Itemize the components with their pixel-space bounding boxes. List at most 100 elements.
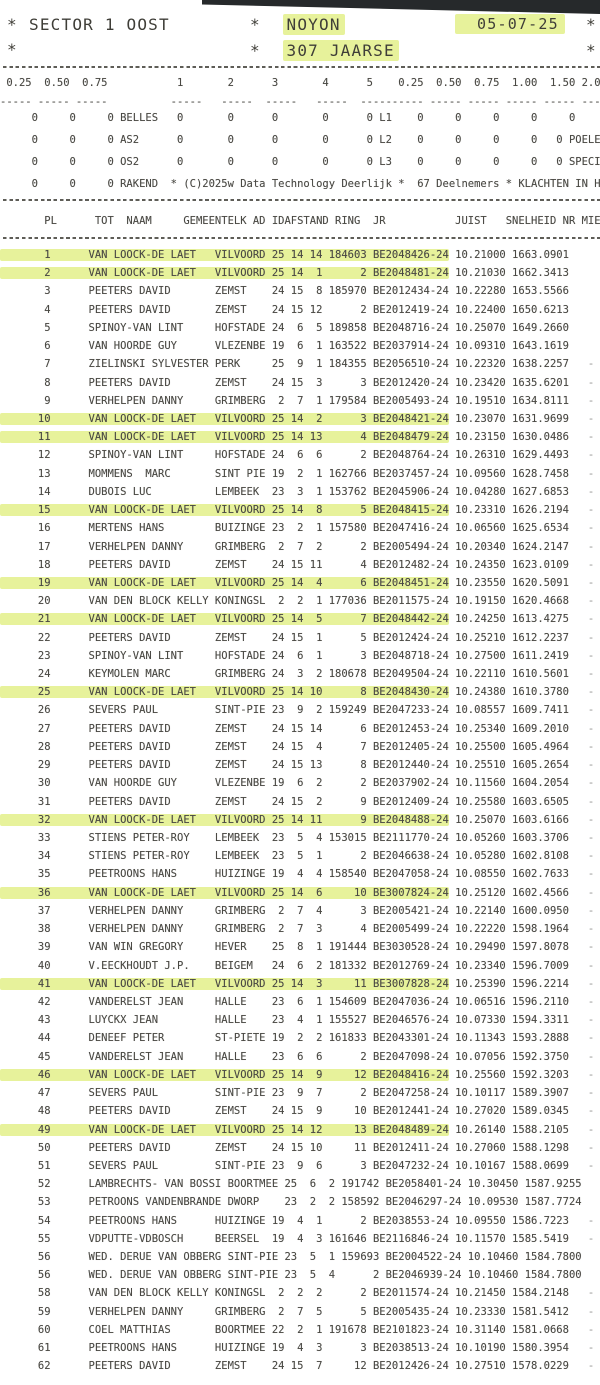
highlighted-row-segment: 2 VAN LOOCK-DE LAET VILVOORD 25 14 1 2 B… bbox=[0, 267, 449, 280]
pool-stat-row: 0 0 0 BELLES 0 0 0 0 0 L1 0 0 0 0 0 0 bbox=[0, 112, 600, 124]
truncated-column-dash: - bbox=[582, 1269, 600, 1281]
row-times-segment: 10.25580 1603.6505 bbox=[448, 795, 569, 808]
row-segment: 22 PEETERS DAVID ZEMST 24 15 1 5 BE20124… bbox=[0, 631, 449, 644]
truncated-column-dash: - bbox=[568, 777, 595, 790]
row-segment: 38 VERHELPEN DANNY GRIMBERG 2 7 3 4 BE20… bbox=[0, 923, 449, 936]
race-line: * NOYON bbox=[250, 14, 345, 35]
row-times-segment: 10.30450 1587.9255 bbox=[461, 1178, 582, 1191]
row-times-segment: 10.25070 1603.6166 bbox=[448, 813, 569, 826]
row-times-segment: 10.22400 1650.6213 bbox=[448, 303, 569, 316]
result-row: 59 VERHELPEN DANNY GRIMBERG 2 7 5 5 BE20… bbox=[0, 1303, 600, 1321]
row-times-segment: 10.09530 1587.7724 bbox=[461, 1196, 582, 1209]
row-segment: 58 VAN DEN BLOCK KELLY KONINGSL 2 2 2 2 … bbox=[0, 1287, 449, 1300]
row-segment: 33 STIENS PETER-ROY LEMBEEK 23 5 4 15301… bbox=[0, 832, 449, 844]
row-times-segment: 10.31140 1581.0668 bbox=[448, 1323, 569, 1336]
truncated-column-dash: - bbox=[568, 1342, 595, 1355]
row-segment: 9 VERHELPEN DANNY GRIMBERG 2 7 1 179584 … bbox=[0, 394, 449, 407]
row-times-segment: 10.22280 1653.5566 bbox=[448, 285, 569, 298]
row-times-segment: 10.05280 1602.8108 bbox=[448, 850, 569, 863]
truncated-column-dash: - bbox=[582, 1251, 600, 1263]
truncated-column-dash: - bbox=[568, 649, 595, 662]
separator-line bbox=[3, 237, 600, 239]
truncated-column-dash: - bbox=[568, 1032, 595, 1045]
result-row: 30 VAN HOORDE GUY VLEZENBE 19 6 2 2 BE20… bbox=[0, 774, 600, 792]
row-segment: 37 VERHELPEN DANNY GRIMBERG 2 7 4 3 BE20… bbox=[0, 904, 449, 917]
row-times-segment: 10.25500 1605.4964 bbox=[448, 740, 569, 753]
row-times-segment: 10.21450 1584.2148 bbox=[448, 1287, 569, 1300]
truncated-column-dash: - bbox=[568, 977, 595, 990]
row-times-segment: 10.10460 1584.7800 bbox=[461, 1251, 582, 1264]
row-segment: 5 SPINOY-VAN LINT HOFSTADE 24 6 5 189858… bbox=[0, 321, 449, 334]
result-row: 6 VAN HOORDE GUY VLEZENBE 19 6 1 163522 … bbox=[0, 337, 600, 355]
row-times-segment: 10.06516 1596.2110 bbox=[448, 995, 569, 1008]
row-segment: 55 VDPUTTE-VDBOSCH BEERSEL 19 4 3 161646… bbox=[0, 1232, 449, 1245]
row-segment: 31 PEETERS DAVID ZEMST 24 15 2 9 BE20124… bbox=[0, 795, 449, 808]
result-row: 15 VAN LOOCK-DE LAET VILVOORD 25 14 8 5 … bbox=[0, 501, 600, 519]
row-segment: 4 PEETERS DAVID ZEMST 24 15 12 2 BE20124… bbox=[0, 303, 449, 316]
row-times-segment: 10.25210 1612.2237 bbox=[448, 631, 569, 644]
truncated-column-dash: - bbox=[568, 686, 595, 699]
row-segment: 12 SPINOY-VAN LINT HOFSTADE 24 6 6 2 BE2… bbox=[0, 449, 449, 462]
row-times-segment: 10.27510 1578.0229 bbox=[448, 1360, 569, 1373]
truncated-column-dash: - bbox=[568, 1141, 595, 1154]
row-segment: 29 PEETERS DAVID ZEMST 24 15 13 8 BE2012… bbox=[0, 759, 449, 772]
photo-background-edge bbox=[202, 0, 600, 14]
result-row: 55 VDPUTTE-VDBOSCH BEERSEL 19 4 3 161646… bbox=[0, 1230, 600, 1248]
truncated-column-dash: - bbox=[568, 1305, 595, 1318]
result-row: 26 SEVERS PAUL SINT-PIE 23 9 2 159249 BE… bbox=[0, 701, 600, 719]
row-times-segment: 10.22140 1600.0950 bbox=[448, 904, 569, 917]
truncated-column-dash: - bbox=[568, 740, 595, 753]
result-row: 23 SPINOY-VAN LINT HOFSTADE 24 6 1 3 BE2… bbox=[0, 647, 600, 665]
row-times-segment: 10.23150 1630.0486 bbox=[448, 431, 569, 444]
result-row: 8 PEETERS DAVID ZEMST 24 15 3 3 BE201242… bbox=[0, 374, 600, 392]
result-row: 36 VAN LOOCK-DE LAET VILVOORD 25 14 6 10… bbox=[0, 884, 600, 902]
truncated-column-dash: - bbox=[568, 886, 595, 899]
truncated-column-dash: - bbox=[568, 704, 595, 717]
result-row: 1 VAN LOOCK-DE LAET VILVOORD 25 14 14 18… bbox=[0, 246, 600, 264]
truncated-column-dash: - bbox=[568, 540, 595, 553]
result-row: 19 VAN LOOCK-DE LAET VILVOORD 25 14 4 6 … bbox=[0, 574, 600, 592]
row-times-segment: 10.27500 1611.2419 bbox=[448, 649, 569, 662]
result-row: 35 PEETROONS HANS HUIZINGE 19 4 4 158540… bbox=[0, 865, 600, 883]
row-times-segment: 10.21030 1662.3413 bbox=[448, 267, 569, 280]
race-date: 05-07-25 bbox=[455, 14, 565, 34]
row-times-segment: 10.23330 1581.5412 bbox=[448, 1305, 569, 1318]
result-row: 54 PEETROONS HANS HUIZINGE 19 4 1 2 BE20… bbox=[0, 1212, 600, 1230]
header-star-right-2: * bbox=[586, 41, 597, 60]
truncated-column-dash: - bbox=[568, 868, 595, 881]
row-segment: 34 STIENS PETER-ROY LEMBEEK 23 5 1 2 BE2… bbox=[0, 850, 449, 863]
row-times-segment: 10.22110 1610.5601 bbox=[448, 668, 569, 681]
truncated-column-dash: - bbox=[568, 631, 595, 644]
row-segment: 18 PEETERS DAVID ZEMST 24 15 11 4 BE2012… bbox=[0, 558, 449, 571]
row-times-segment: 10.11570 1585.5419 bbox=[448, 1232, 569, 1245]
truncated-column-dash: - bbox=[568, 941, 595, 954]
highlighted-row-segment: 32 VAN LOOCK-DE LAET VILVOORD 25 14 11 9… bbox=[0, 813, 449, 826]
row-times-segment: 10.26140 1588.2105 bbox=[448, 1123, 569, 1136]
row-segment: 24 KEYMOLEN MARC GRIMBERG 24 3 2 180678 … bbox=[0, 668, 449, 681]
result-row: 56 WED. DERUE VAN OBBERG SINT-PIE 23 5 1… bbox=[0, 1248, 600, 1266]
row-times-segment: 10.27020 1589.0345 bbox=[448, 1105, 569, 1118]
result-row: 21 VAN LOOCK-DE LAET VILVOORD 25 14 5 7 … bbox=[0, 610, 600, 628]
row-segment: 56 WED. DERUE VAN OBBERG SINT-PIE 23 5 4… bbox=[0, 1269, 462, 1282]
truncated-column-dash: - bbox=[568, 959, 595, 972]
truncated-column-dash: - bbox=[568, 1287, 595, 1300]
row-times-segment: 10.26310 1629.4493 bbox=[448, 449, 569, 462]
result-row: 34 STIENS PETER-ROY LEMBEEK 23 5 1 2 BE2… bbox=[0, 847, 600, 865]
result-row: 52 LAMBRECHTS- VAN BOSSI BOORTMEE 25 6 2… bbox=[0, 1175, 600, 1193]
row-times-segment: 10.10460 1584.7800 bbox=[461, 1269, 582, 1282]
truncated-column-dash: - bbox=[568, 1068, 595, 1081]
row-segment: 3 PEETERS DAVID ZEMST 24 15 8 185970 BE2… bbox=[0, 285, 449, 298]
row-times-segment: 10.09550 1586.7223 bbox=[448, 1214, 569, 1227]
truncated-column-dash: - bbox=[568, 995, 595, 1008]
row-times-segment: 10.19510 1634.8111 bbox=[448, 394, 569, 407]
row-times-segment: 10.11560 1604.2054 bbox=[448, 777, 569, 790]
truncated-column-dash: - bbox=[568, 1050, 595, 1063]
row-times-segment: 10.10190 1580.3954 bbox=[448, 1342, 569, 1355]
truncated-column-dash: - bbox=[568, 759, 595, 772]
result-row: 3 PEETERS DAVID ZEMST 24 15 8 185970 BE2… bbox=[0, 282, 600, 300]
highlighted-row-segment: 19 VAN LOOCK-DE LAET VILVOORD 25 14 4 6 … bbox=[0, 576, 449, 589]
result-row: 32 VAN LOOCK-DE LAET VILVOORD 25 14 11 9… bbox=[0, 811, 600, 829]
row-times-segment: 10.25510 1605.2654 bbox=[448, 759, 569, 772]
row-times-segment: 10.29490 1597.8078 bbox=[448, 941, 569, 954]
result-row: 4 PEETERS DAVID ZEMST 24 15 12 2 BE20124… bbox=[0, 301, 600, 319]
